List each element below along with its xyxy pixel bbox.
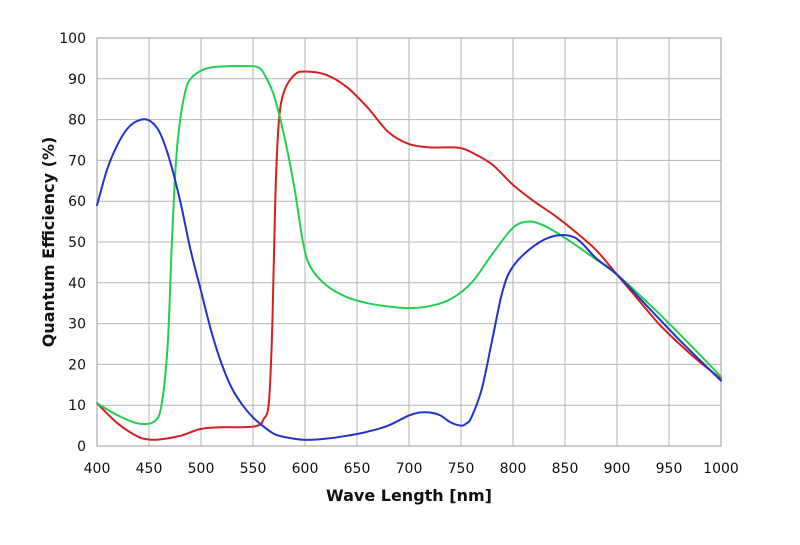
x-tick-label: 800 xyxy=(500,461,527,477)
y-tick-label: 0 xyxy=(77,439,86,455)
y-tick-label: 10 xyxy=(68,398,86,414)
x-tick-label: 700 xyxy=(396,461,423,477)
x-tick-label: 750 xyxy=(448,461,475,477)
green-qe-line xyxy=(96,65,722,426)
x-tick-label: 1000 xyxy=(703,461,739,477)
y-tick-label: 60 xyxy=(68,194,86,210)
x-tick-label: 550 xyxy=(240,461,267,477)
x-axis-title: Wave Length [nm] xyxy=(326,486,492,505)
blue-qe-line xyxy=(96,118,722,441)
x-tick-label: 450 xyxy=(136,461,163,477)
plot-frame xyxy=(96,37,722,447)
y-tick-label: 40 xyxy=(68,276,86,292)
grid xyxy=(96,37,722,447)
y-tick-label: 70 xyxy=(68,153,86,169)
x-tick-label: 650 xyxy=(344,461,371,477)
x-tick-label: 400 xyxy=(84,461,111,477)
tick-labels: 400 450 500 550 600 650 700 750 800 850 900 950 1000… xyxy=(59,31,739,477)
y-tick-label: 50 xyxy=(68,235,86,251)
x-tick-label: 850 xyxy=(552,461,579,477)
series-group xyxy=(96,65,722,441)
red-qe-line xyxy=(96,70,722,441)
y-tick-label: 30 xyxy=(68,317,86,333)
x-tick-label: 500 xyxy=(188,461,215,477)
x-tick-label: 900 xyxy=(604,461,631,477)
x-tick-label: 600 xyxy=(292,461,319,477)
y-tick-label: 90 xyxy=(68,72,86,88)
y-tick-label: 80 xyxy=(68,113,86,129)
y-axis-title: Quantum Efficiency (%) xyxy=(39,137,58,348)
x-tick-label: 950 xyxy=(656,461,683,477)
y-tick-label: 20 xyxy=(68,357,86,373)
y-tick-label: 100 xyxy=(59,31,86,47)
